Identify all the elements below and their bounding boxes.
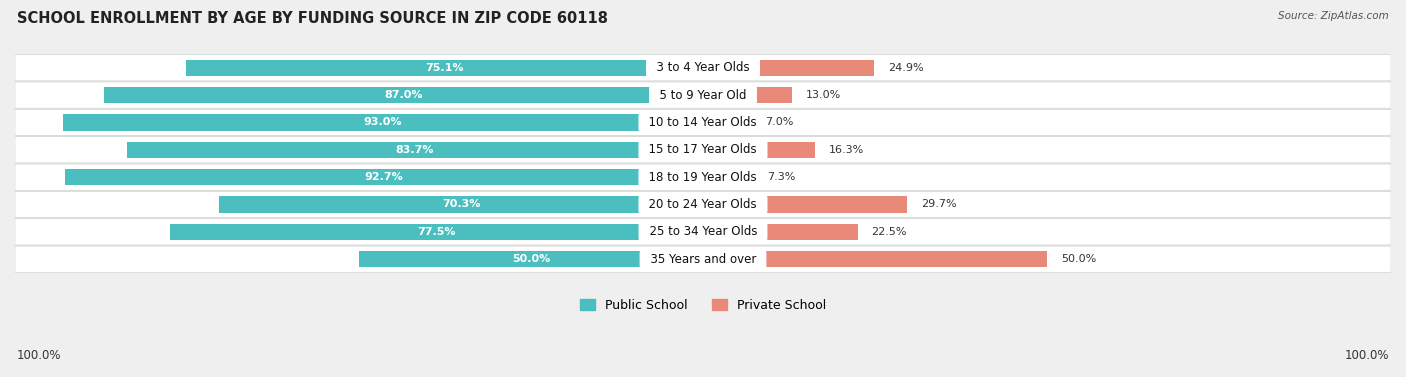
FancyBboxPatch shape xyxy=(15,219,1391,245)
Text: 18 to 19 Year Olds: 18 to 19 Year Olds xyxy=(641,171,765,184)
Text: 3 to 4 Year Olds: 3 to 4 Year Olds xyxy=(650,61,756,74)
Text: 24.9%: 24.9% xyxy=(889,63,924,73)
Bar xyxy=(65,169,703,185)
Bar xyxy=(703,142,815,158)
FancyBboxPatch shape xyxy=(15,55,1391,81)
Text: 20 to 24 Year Olds: 20 to 24 Year Olds xyxy=(641,198,765,211)
Text: 16.3%: 16.3% xyxy=(830,145,865,155)
Bar xyxy=(703,224,858,240)
Text: 93.0%: 93.0% xyxy=(364,118,402,127)
Text: 29.7%: 29.7% xyxy=(921,199,956,210)
Bar xyxy=(359,251,703,267)
Text: 83.7%: 83.7% xyxy=(396,145,434,155)
Bar xyxy=(127,142,703,158)
Text: 15 to 17 Year Olds: 15 to 17 Year Olds xyxy=(641,143,765,156)
Bar xyxy=(703,196,907,213)
Legend: Public School, Private School: Public School, Private School xyxy=(575,294,831,317)
Bar xyxy=(187,60,703,76)
Bar xyxy=(703,251,1047,267)
FancyBboxPatch shape xyxy=(15,82,1391,108)
FancyBboxPatch shape xyxy=(15,246,1391,272)
Text: 5 to 9 Year Old: 5 to 9 Year Old xyxy=(652,89,754,101)
Bar xyxy=(703,114,751,131)
Text: 50.0%: 50.0% xyxy=(1060,254,1097,264)
Bar xyxy=(703,169,754,185)
Text: Source: ZipAtlas.com: Source: ZipAtlas.com xyxy=(1278,11,1389,21)
Bar xyxy=(170,224,703,240)
Text: 100.0%: 100.0% xyxy=(17,349,62,362)
Text: 92.7%: 92.7% xyxy=(364,172,404,182)
Text: 35 Years and over: 35 Years and over xyxy=(643,253,763,266)
Text: 50.0%: 50.0% xyxy=(512,254,550,264)
FancyBboxPatch shape xyxy=(15,109,1391,136)
Bar xyxy=(104,87,703,103)
FancyBboxPatch shape xyxy=(15,164,1391,190)
Text: 10 to 14 Year Olds: 10 to 14 Year Olds xyxy=(641,116,765,129)
Text: 7.3%: 7.3% xyxy=(768,172,796,182)
Text: 77.5%: 77.5% xyxy=(418,227,456,237)
Bar xyxy=(703,60,875,76)
FancyBboxPatch shape xyxy=(15,192,1391,218)
Text: 75.1%: 75.1% xyxy=(426,63,464,73)
Text: SCHOOL ENROLLMENT BY AGE BY FUNDING SOURCE IN ZIP CODE 60118: SCHOOL ENROLLMENT BY AGE BY FUNDING SOUR… xyxy=(17,11,607,26)
Text: 13.0%: 13.0% xyxy=(806,90,841,100)
Bar xyxy=(219,196,703,213)
Text: 100.0%: 100.0% xyxy=(1344,349,1389,362)
Text: 87.0%: 87.0% xyxy=(384,90,423,100)
Bar xyxy=(63,114,703,131)
Text: 22.5%: 22.5% xyxy=(872,227,907,237)
FancyBboxPatch shape xyxy=(15,136,1391,163)
Text: 7.0%: 7.0% xyxy=(765,118,793,127)
Bar xyxy=(703,87,793,103)
Text: 70.3%: 70.3% xyxy=(441,199,481,210)
Text: 25 to 34 Year Olds: 25 to 34 Year Olds xyxy=(641,225,765,238)
